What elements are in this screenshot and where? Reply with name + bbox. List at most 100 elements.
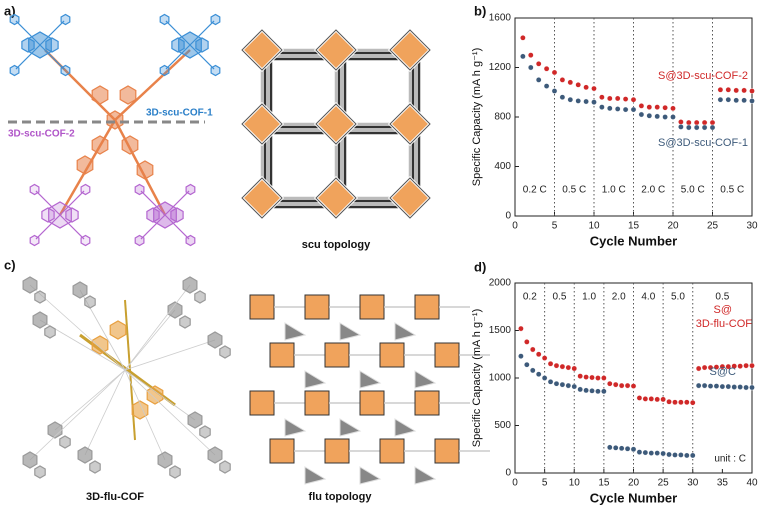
ring (179, 315, 191, 329)
node-edge (315, 29, 357, 71)
y-tick-label: 500 (494, 420, 511, 431)
data-point (612, 381, 619, 388)
data-point (624, 445, 631, 452)
series-label: S@3D-scu-COF-2 (658, 70, 748, 82)
x-tick-label: 40 (746, 478, 758, 489)
data-point (743, 384, 749, 391)
rate-label: 0.2 (523, 292, 537, 303)
square-node (379, 342, 405, 368)
data-point (678, 452, 684, 458)
data-point (678, 399, 684, 406)
ring (199, 425, 211, 439)
bond (59, 214, 85, 240)
ring (91, 335, 109, 355)
node-edge (389, 29, 431, 71)
data-point (559, 363, 566, 370)
x-tick-label: 15 (628, 221, 640, 232)
ring (134, 183, 145, 196)
data-point (662, 114, 668, 120)
data-point (595, 388, 601, 395)
data-point (520, 53, 526, 60)
tetra (339, 322, 362, 341)
ring (171, 37, 185, 53)
data-point (707, 383, 714, 389)
node (313, 101, 359, 147)
ring (44, 325, 56, 339)
data-point (622, 96, 629, 102)
data-point (686, 119, 692, 126)
data-point (725, 86, 732, 93)
node (239, 101, 285, 147)
caption: scu topology (302, 239, 371, 251)
data-point (529, 346, 536, 353)
data-point (583, 98, 589, 105)
ring (9, 64, 20, 77)
data-point (565, 382, 572, 389)
node-edge (241, 103, 283, 145)
x-tick-label: 35 (717, 478, 729, 489)
ring (167, 301, 183, 319)
data-point (636, 449, 643, 455)
data-point (630, 106, 637, 113)
data-point (749, 98, 755, 104)
ring (80, 234, 91, 247)
y-axis-label: Specific Capacity (mA h g⁻¹) (471, 48, 483, 186)
data-point (654, 104, 661, 110)
data-point (599, 104, 605, 110)
illustrations (9, 13, 490, 485)
data-point (701, 364, 708, 371)
panel-label: b) (474, 3, 486, 18)
data-point (733, 97, 740, 104)
data-point (524, 361, 530, 368)
tetra (414, 466, 437, 485)
node (387, 175, 433, 221)
y-tick-label: 1500 (489, 325, 512, 336)
data-point (638, 103, 645, 109)
rate-label: 5.0 (671, 292, 685, 303)
x-axis-label: Cycle Number (590, 233, 677, 248)
square-node (249, 294, 275, 320)
data-point (654, 450, 661, 456)
data-point (642, 449, 649, 456)
panel-label: d) (474, 259, 486, 274)
data-point (654, 396, 661, 403)
caption: flu topology (309, 491, 373, 503)
node (239, 27, 285, 73)
rate-label: 2.0 C (641, 185, 665, 196)
data-point (607, 105, 613, 112)
data-point (713, 364, 720, 370)
y-axis-label: Specific Capacity (mA h g⁻¹) (471, 309, 483, 447)
ring (72, 281, 88, 299)
data-point (529, 367, 536, 374)
rate-label: 2.0 (612, 292, 626, 303)
rate-label: 1.0 (582, 292, 596, 303)
annotation: unit : C (714, 454, 746, 465)
ring (210, 64, 221, 77)
x-tick-label: 30 (746, 221, 758, 232)
data-point (689, 452, 696, 459)
data-point (684, 399, 690, 406)
data-point (695, 365, 702, 372)
tetra (359, 466, 382, 485)
data-point (693, 119, 700, 126)
ring (210, 13, 221, 26)
data-point (743, 362, 749, 369)
data-point (553, 362, 560, 369)
node-edge (389, 103, 431, 145)
ring (91, 135, 109, 155)
rate-label: 0.5 C (720, 185, 744, 196)
data-point (551, 88, 558, 94)
tetra (284, 418, 307, 437)
x-tick-label: 25 (658, 478, 670, 489)
data-point (571, 383, 578, 390)
data-point (719, 383, 726, 390)
data-point (701, 124, 708, 131)
ring (185, 234, 196, 247)
ring (65, 207, 79, 223)
ring (34, 465, 46, 479)
data-point (553, 380, 560, 387)
data-point (709, 119, 716, 126)
bond (59, 190, 85, 216)
data-point (709, 124, 716, 131)
